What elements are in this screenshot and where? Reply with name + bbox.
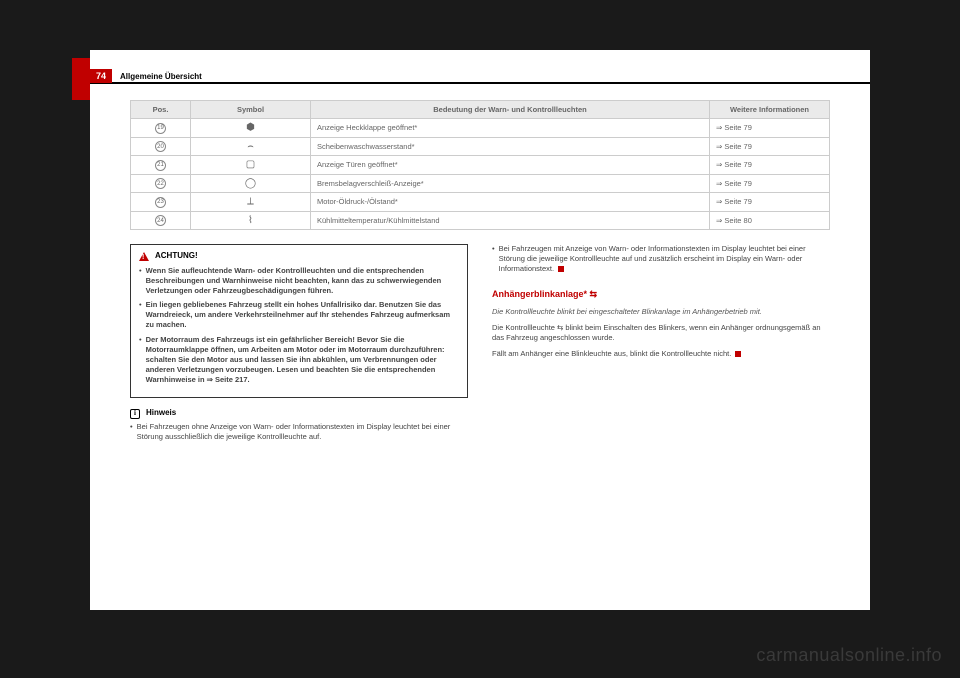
symbol-icon: ⌇: [191, 211, 311, 230]
two-column-layout: ACHTUNG! •Wenn Sie aufleuchtende Warn- o…: [130, 244, 830, 442]
table-row: 21 ▢ Anzeige Türen geöffnet* ⇒ Seite 79: [131, 156, 830, 175]
info-text: ⇒ Seite 79: [710, 119, 830, 138]
body-text: Die Kontrollleuchte ⇆ blinkt beim Einsch…: [492, 323, 830, 343]
section-lead: Die Kontrollleuchte blinkt bei eingescha…: [492, 307, 830, 317]
section-end-icon: [735, 351, 741, 357]
page-content: Pos. Symbol Bedeutung der Warn- und Kont…: [130, 100, 830, 442]
meaning-text: Motor-Öldruck-/Ölstand*: [311, 193, 710, 212]
warning-lights-table: Pos. Symbol Bedeutung der Warn- und Kont…: [130, 100, 830, 230]
warning-item: •Wenn Sie aufleuchtende Warn- oder Kontr…: [139, 266, 459, 296]
pos-badge: 24: [155, 215, 166, 226]
info-text: ⇒ Seite 79: [710, 137, 830, 156]
table-row: 23 ⟂ Motor-Öldruck-/Ölstand* ⇒ Seite 79: [131, 193, 830, 212]
note-title: Hinweis: [146, 408, 176, 419]
meaning-text: Anzeige Heckklappe geöffnet*: [311, 119, 710, 138]
body-text: Fällt am Anhänger eine Blinkleuchte aus,…: [492, 349, 830, 359]
col-symbol: Symbol: [191, 101, 311, 119]
info-text: ⇒ Seite 79: [710, 174, 830, 193]
table-row: 20 ⌢ Scheibenwaschwasserstand* ⇒ Seite 7…: [131, 137, 830, 156]
note-item: • Bei Fahrzeugen mit Anzeige von Warn- o…: [492, 244, 830, 274]
meaning-text: Bremsbelagverschleiß-Anzeige*: [311, 174, 710, 193]
note-heading: i Hinweis: [130, 408, 468, 419]
warning-title: ACHTUNG!: [155, 251, 198, 262]
meaning-text: Kühlmitteltemperatur/Kühlmittelstand: [311, 211, 710, 230]
info-text: ⇒ Seite 79: [710, 193, 830, 212]
pos-badge: 19: [155, 123, 166, 134]
page-number: 74: [90, 69, 112, 83]
page-tab: [72, 58, 90, 100]
info-text: ⇒ Seite 79: [710, 156, 830, 175]
info-text: ⇒ Seite 80: [710, 211, 830, 230]
symbol-icon: ⟂: [191, 193, 311, 212]
table-row: 19 ⬢ Anzeige Heckklappe geöffnet* ⇒ Seit…: [131, 119, 830, 138]
pos-badge: 22: [155, 178, 166, 189]
pos-badge: 20: [155, 141, 166, 152]
warning-item: •Der Motorraum des Fahrzeugs ist ein gef…: [139, 335, 459, 386]
meaning-text: Anzeige Türen geöffnet*: [311, 156, 710, 175]
manual-page: 74 Allgemeine Übersicht Pos. Symbol Bede…: [90, 50, 870, 610]
symbol-icon: ⬢: [191, 119, 311, 138]
symbol-icon: ▢: [191, 156, 311, 175]
note-text: Bei Fahrzeugen mit Anzeige von Warn- ode…: [499, 244, 806, 273]
warning-item: •Ein liegen gebliebenes Fahrzeug stellt …: [139, 300, 459, 330]
page-header: 74 Allgemeine Übersicht: [90, 70, 870, 84]
watermark: carmanualsonline.info: [756, 645, 942, 666]
pos-badge: 23: [155, 197, 166, 208]
section-end-icon: [558, 266, 564, 272]
warning-box: ACHTUNG! •Wenn Sie aufleuchtende Warn- o…: [130, 244, 468, 398]
pos-badge: 21: [155, 160, 166, 171]
col-info: Weitere Informationen: [710, 101, 830, 119]
table-row: 24 ⌇ Kühlmitteltemperatur/Kühlmittelstan…: [131, 211, 830, 230]
col-pos: Pos.: [131, 101, 191, 119]
symbol-icon: ◯: [191, 174, 311, 193]
table-row: 22 ◯ Bremsbelagverschleiß-Anzeige* ⇒ Sei…: [131, 174, 830, 193]
section-title: Anhängerblinkanlage* ⇆: [492, 288, 830, 300]
right-column: • Bei Fahrzeugen mit Anzeige von Warn- o…: [492, 244, 830, 442]
warning-heading: ACHTUNG!: [139, 251, 459, 262]
col-meaning: Bedeutung der Warn- und Kontrollleuchten: [311, 101, 710, 119]
note-item: •Bei Fahrzeugen ohne Anzeige von Warn- o…: [130, 422, 468, 442]
meaning-text: Scheibenwaschwasserstand*: [311, 137, 710, 156]
left-column: ACHTUNG! •Wenn Sie aufleuchtende Warn- o…: [130, 244, 468, 442]
symbol-icon: ⌢: [191, 137, 311, 156]
info-icon: i: [130, 409, 140, 419]
page-title: Allgemeine Übersicht: [120, 72, 202, 81]
warning-triangle-icon: [139, 252, 149, 261]
